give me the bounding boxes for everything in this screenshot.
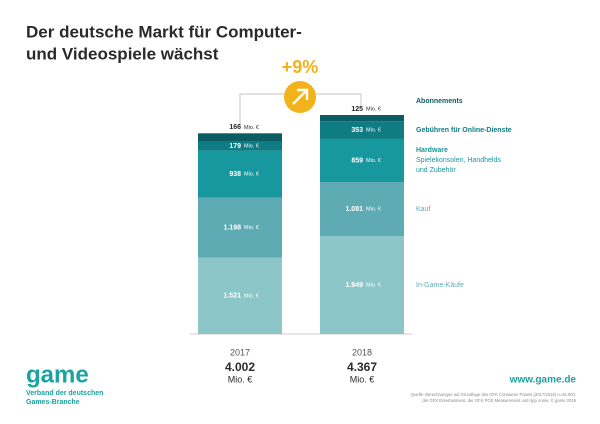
growth-bracket — [239, 93, 362, 126]
bar-segment — [198, 150, 282, 198]
chart-title: Der deutsche Markt für Computer- — [26, 22, 302, 41]
value-label: 166 — [229, 124, 241, 131]
bar-segment — [320, 182, 404, 237]
legend-label: Gebühren für Online-Dienste — [416, 127, 512, 134]
value-unit: Mio. € — [244, 125, 259, 131]
total-unit: Mio. € — [228, 374, 253, 384]
total-label: 4.002 — [225, 360, 255, 374]
total-unit: Mio. € — [350, 374, 375, 384]
source: Quelle: Berechnungen auf Grundlage des G… — [411, 392, 576, 397]
legend-description: Spielekonsolen, Handhelds — [416, 157, 501, 164]
value-label: 859 — [351, 157, 363, 164]
source: der GFK Entertainment, der GFK POS Measu… — [422, 398, 576, 403]
legend-label: Kauf — [416, 206, 430, 213]
legend-label: Abonnements — [416, 98, 463, 105]
growth-arrow — [292, 88, 309, 105]
value-label: 938 — [229, 171, 241, 178]
bar-segment — [320, 121, 404, 139]
bar-segment — [198, 257, 282, 334]
value-label: 179 — [229, 143, 241, 150]
value-unit: Mio. € — [366, 106, 381, 112]
total-label: 4.367 — [347, 360, 377, 374]
value-unit: Mio. € — [244, 172, 259, 178]
growth-label: +9% — [282, 57, 319, 77]
value-label: 1.521 — [223, 293, 241, 300]
chart-title: und Videospiele wächst — [26, 44, 219, 63]
bar-segment — [320, 115, 404, 122]
value-label: 353 — [351, 127, 363, 134]
legend-label: Hardware — [416, 147, 448, 154]
value-unit: Mio. € — [244, 144, 259, 150]
url[interactable]: www.game.de — [509, 375, 577, 386]
value-unit: Mio. € — [366, 207, 381, 213]
bar-segment — [198, 141, 282, 151]
value-unit: Mio. € — [366, 283, 381, 289]
bracket-right — [316, 93, 362, 108]
value-unit: Mio. € — [366, 128, 381, 134]
legend-label: In-Game-Käufe — [416, 282, 464, 289]
bar-segment — [198, 197, 282, 258]
bar-segment — [198, 133, 282, 142]
value-unit: Mio. € — [244, 293, 259, 299]
value-unit: Mio. € — [366, 158, 381, 164]
x-tick-label: 2018 — [352, 347, 372, 357]
value-label: 1.198 — [223, 225, 241, 232]
legend-description: und Zubehör — [416, 167, 456, 174]
x-tick-label: 2017 — [230, 347, 250, 357]
bar-segment — [320, 138, 404, 183]
org-name: Verband der deutschen — [26, 390, 103, 397]
value-label: 1.949 — [345, 282, 363, 289]
value-unit: Mio. € — [244, 225, 259, 231]
org-name: Games-Branche — [26, 399, 80, 406]
bracket-left — [239, 93, 284, 126]
logo: game — [26, 361, 89, 388]
value-label: 1.081 — [345, 206, 363, 213]
value-label: 125 — [351, 106, 363, 113]
bar-segment — [320, 236, 404, 334]
